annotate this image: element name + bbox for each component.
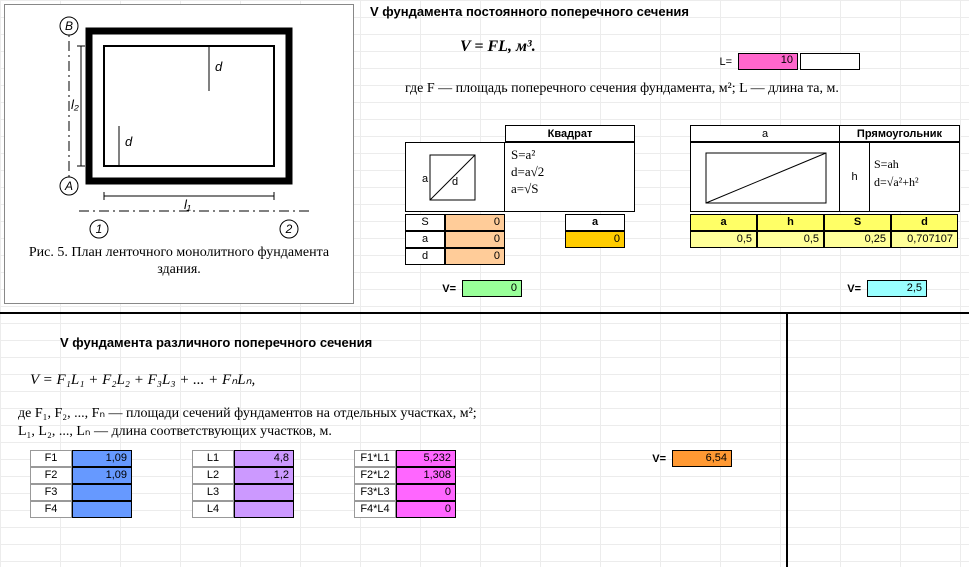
rect-table: a h S d 0,5 0,5 0,25 0,707107: [690, 214, 960, 248]
svg-text:d: d: [125, 134, 133, 149]
square-header: Квадрат: [505, 125, 635, 142]
rect-formulas: S=ah d=√a²+h²: [870, 142, 960, 212]
square-block: Квадрат a d S=a² d=a√2 a=√S S 0: [405, 125, 635, 265]
plan-svg: B A 1 2 d d l₁ l₂: [29, 11, 329, 241]
square-diagram: a d: [405, 142, 505, 212]
svg-text:A: A: [64, 179, 73, 193]
svg-text:d: d: [215, 59, 223, 74]
foundation-plan-diagram: B A 1 2 d d l₁ l₂ Рис. 5. План ленточног…: [4, 4, 354, 304]
section2-description: де F₁, F₂, ..., Fₙ — площади сечений фун…: [18, 405, 658, 441]
v-result-square: V= 0: [420, 280, 522, 297]
square-table: S 0 a a 0 0 d 0: [405, 214, 635, 265]
rect-h-label: h: [840, 142, 870, 212]
square-formulas: S=a² d=a√2 a=√S: [505, 142, 635, 212]
f-l-table: F11,09L14,8F1*L15,232F21,09L21,2F2*L21,3…: [30, 450, 456, 518]
L-input-row: L= 10: [690, 53, 860, 70]
formula-v-fl: V = FL, м³.: [460, 38, 536, 56]
svg-text:B: B: [65, 19, 73, 33]
diagram-caption: Рис. 5. План ленточного монолитного фунд…: [5, 241, 353, 283]
v-result-sum: V= 6,54: [630, 450, 732, 467]
L-value-cell[interactable]: 10: [738, 53, 798, 70]
svg-text:a: a: [422, 173, 429, 185]
horizontal-divider: [0, 312, 969, 314]
rect-diagram: [690, 142, 840, 212]
section1-title: V фундамента постоянного поперечного сеч…: [370, 4, 689, 19]
svg-text:d: d: [452, 176, 458, 188]
svg-text:l₂: l₂: [71, 97, 79, 112]
L-label: L=: [690, 56, 736, 68]
rect-header-a: a: [690, 125, 840, 142]
v-result-rect: V= 2,5: [825, 280, 927, 297]
svg-text:1: 1: [96, 222, 103, 236]
section2-title: V фундамента различного поперечного сече…: [60, 335, 372, 350]
rect-header-name: Прямоугольник: [840, 125, 960, 142]
section1-description: где F — площадь поперечного сечения фунд…: [405, 80, 945, 98]
vertical-divider: [786, 312, 788, 567]
rectangle-block: a Прямоугольник h S=ah d=√a²+h² a h S d: [690, 125, 960, 248]
section2-formula: V = F₁L₁ + F₂L₂ + F₃L₃ + ... + FₙLₙ,: [30, 370, 255, 389]
svg-text:l₁: l₁: [184, 197, 191, 212]
L-empty-cell[interactable]: [800, 53, 860, 70]
svg-text:2: 2: [285, 222, 293, 236]
